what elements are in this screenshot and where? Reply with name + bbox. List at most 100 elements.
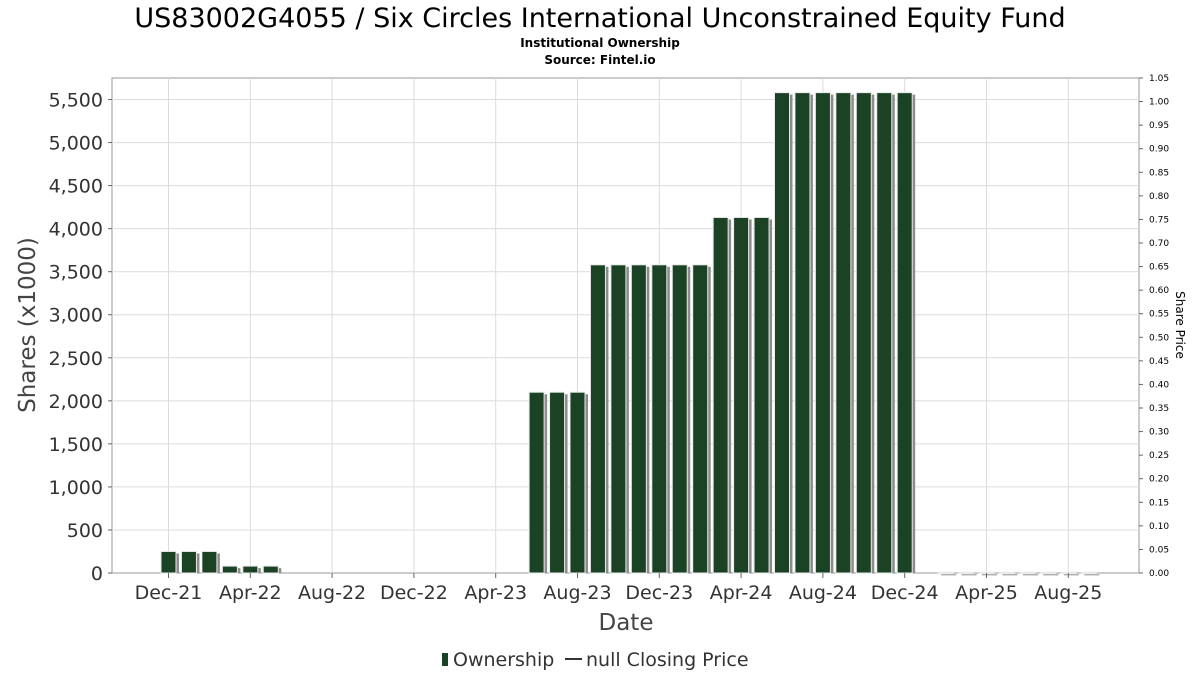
x-tick-label: Apr-25: [955, 582, 1018, 604]
y-tick-label: 4,500: [49, 176, 103, 198]
y-axis-label: Shares (x1000): [15, 237, 41, 413]
ownership-bar: [589, 264, 606, 574]
x-tick-label: Apr-22: [219, 582, 282, 604]
y2-tick-label: 0.25: [1149, 451, 1169, 461]
x-tick-label: Dec-22: [380, 582, 448, 604]
ownership-bar: [221, 565, 238, 574]
y2-tick-label: 0.75: [1149, 215, 1169, 225]
y2-tick-label: 0.50: [1149, 333, 1169, 343]
ownership-bar: [835, 92, 852, 574]
ownership-bars: [160, 92, 1100, 576]
ownership-bar: [712, 216, 729, 574]
y-tick-label: 3,500: [49, 262, 103, 284]
y2-tick-label: 0.35: [1149, 404, 1169, 414]
ownership-bar: [630, 264, 647, 574]
ownership-bar: [242, 565, 259, 574]
y2-tick-label: 0.10: [1149, 522, 1169, 532]
ownership-bar: [958, 571, 975, 574]
x-tick-label: Dec-23: [625, 582, 693, 604]
y-tick-label: 1,000: [49, 477, 103, 499]
ownership-bar: [814, 92, 831, 574]
ownership-bar: [733, 216, 750, 574]
y-axis-ticks: 0 500 1,000 1,500 2,000 2,500 3,000 3,500 4,000 4…: [49, 90, 112, 585]
x-tick-label: Dec-24: [871, 582, 939, 604]
ownership-bar: [692, 264, 709, 574]
bar-shadow: [961, 574, 977, 576]
y2-tick-label: 0.55: [1149, 310, 1169, 320]
ownership-bar: [180, 550, 197, 574]
x-tick-label: Dec-21: [135, 582, 203, 604]
bar-shadow: [1084, 574, 1100, 576]
ownership-bar: [262, 565, 279, 574]
share-price-axis-label: Share Price: [1173, 291, 1187, 359]
ownership-bar: [671, 264, 688, 574]
legend-closing-price-label: null Closing Price: [586, 649, 749, 671]
bar-shadow: [1043, 574, 1059, 576]
y-tick-label: 0: [91, 563, 103, 585]
ownership-bar: [855, 92, 872, 574]
x-tick-label: Aug-25: [1034, 582, 1102, 604]
bar-shadow: [1002, 574, 1018, 576]
ownership-bar: [610, 264, 627, 574]
y2-tick-label: 0.30: [1149, 428, 1169, 438]
y2-tick-label: 0.15: [1149, 498, 1169, 508]
y2-tick-label: 1.05: [1149, 74, 1169, 84]
y2-tick-label: 0.70: [1149, 239, 1169, 249]
bar-shadow: [982, 574, 997, 576]
y-tick-label: 2,000: [49, 391, 103, 413]
y2-tick-label: 0.45: [1149, 357, 1169, 367]
ownership-bar: [651, 264, 668, 574]
share-price-axis-ticks: 0.00 0.05 0.10 0.15 0.20 0.25 0.30 0.35 0.40 0.45…: [1139, 74, 1169, 579]
ownership-bar: [753, 216, 770, 574]
y2-tick-label: 0.95: [1149, 121, 1169, 131]
chart-source: Source: Fintel.io: [544, 53, 655, 67]
x-tick-label: Aug-22: [298, 582, 366, 604]
ownership-bar: [201, 550, 218, 574]
y2-tick-label: 0.00: [1149, 569, 1169, 579]
y-tick-label: 1,500: [49, 434, 103, 456]
ownership-bar: [896, 92, 913, 574]
chart-title: US83002G4055 / Six Circles International…: [134, 3, 1065, 34]
ownership-bar: [549, 391, 566, 574]
ownership-bar: [774, 92, 790, 574]
x-tick-label: Aug-23: [543, 582, 611, 604]
y-tick-label: 4,000: [49, 219, 103, 241]
legend-ownership-label: Ownership: [453, 649, 554, 671]
ownership-bar: [160, 550, 177, 574]
y-tick-label: 5,000: [49, 133, 103, 155]
y2-tick-label: 0.40: [1149, 380, 1169, 390]
y2-tick-label: 1.00: [1149, 98, 1169, 108]
ownership-bar: [1080, 571, 1097, 574]
y2-tick-label: 0.80: [1149, 192, 1169, 202]
bar-shadow: [1063, 574, 1079, 576]
y-tick-label: 2,500: [49, 348, 103, 370]
chart-subtitle: Institutional Ownership: [520, 36, 680, 50]
ownership-bar: [937, 571, 954, 574]
y-tick-label: 3,000: [49, 305, 103, 327]
y2-tick-label: 0.20: [1149, 475, 1169, 485]
bar-shadow: [1022, 574, 1038, 576]
y2-tick-label: 0.90: [1149, 145, 1169, 155]
y2-tick-label: 0.65: [1149, 263, 1169, 273]
y2-tick-label: 0.85: [1149, 168, 1169, 178]
ownership-bar: [1039, 571, 1056, 574]
ownership-bar: [876, 92, 893, 574]
bar-shadow: [941, 574, 957, 576]
x-tick-label: Apr-23: [464, 582, 527, 604]
ownership-bar: [1019, 571, 1036, 574]
x-tick-label: Aug-24: [789, 582, 857, 604]
ownership-bar: [794, 92, 811, 574]
y-tick-label: 5,500: [49, 90, 103, 112]
legend: Ownership null Closing Price: [442, 649, 749, 671]
y2-tick-label: 0.60: [1149, 286, 1169, 296]
ownership-bar: [569, 391, 586, 574]
x-tick-label: Apr-24: [710, 582, 773, 604]
x-axis-ticks: Dec-21 Apr-22 Aug-22 Dec-22 Apr-23 Aug-23 Dec-…: [135, 573, 1102, 604]
ownership-bar: [998, 571, 1015, 574]
y-tick-label: 500: [67, 520, 103, 542]
legend-ownership-swatch: [442, 653, 448, 666]
y2-tick-label: 0.05: [1149, 545, 1169, 555]
x-axis-label: Date: [599, 610, 654, 636]
ownership-bar: [528, 391, 545, 574]
